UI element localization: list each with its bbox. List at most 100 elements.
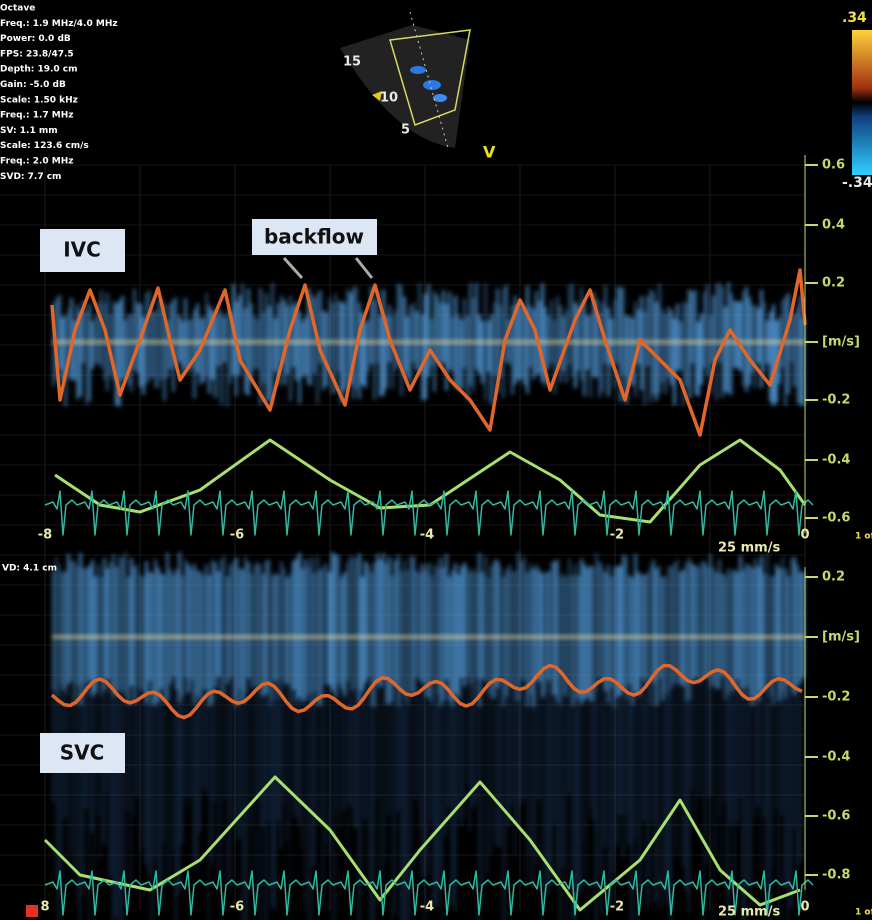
spectrum-tail: [289, 706, 291, 920]
spectrum-column: [568, 558, 571, 685]
spectrum-column: [640, 574, 643, 678]
spectrum-tail: [181, 695, 183, 844]
spectrum-tail: [556, 702, 558, 881]
setting-line: SVD: 7.7 cm: [0, 172, 61, 182]
spectrum-column: [496, 560, 499, 688]
spectrum-tail: [625, 700, 627, 816]
spectrum-tail: [448, 700, 450, 807]
spectrum-tail: [571, 705, 573, 920]
spectrum-tail: [82, 683, 84, 894]
spectrum-tail: [613, 706, 615, 873]
spectrum-column: [730, 293, 733, 396]
spectrum-column: [244, 556, 247, 694]
spectrum-column: [259, 288, 262, 405]
spectrum-tail: [655, 705, 657, 903]
spectrum-tail: [154, 705, 156, 860]
spectrum-tail: [649, 704, 651, 905]
velocity-tick-label: -0.2: [822, 690, 850, 705]
color-flow: [423, 80, 441, 90]
spectrum-column: [703, 291, 706, 368]
spectrum-tail: [757, 701, 759, 808]
spectrum-column: [130, 558, 133, 687]
spectrum-tail: [400, 692, 402, 920]
spectrum-tail: [559, 706, 561, 920]
spectrum-column: [145, 292, 148, 385]
color-box: [389, 29, 471, 126]
spectrum-tail: [244, 693, 246, 920]
spectrum-column: [364, 321, 367, 388]
spectrum-tail: [541, 697, 543, 920]
spectrum-tail: [286, 683, 288, 841]
spectrum-tail: [631, 704, 633, 920]
spectrum-tail: [724, 699, 726, 803]
spectrum-tail: [751, 705, 753, 904]
spectrum-tail: [283, 685, 285, 805]
spectrum-tail: [415, 677, 417, 801]
spectrum-column: [583, 300, 586, 397]
spectrum-tail: [493, 698, 495, 841]
spectrum-column: [787, 292, 790, 395]
spectrum-column: [364, 561, 367, 683]
spectrum-tail: [562, 696, 564, 868]
spectrum-column: [481, 572, 484, 680]
spectrum-column: [265, 293, 268, 402]
spectrum-tail: [676, 681, 678, 858]
spectrum-column: [556, 296, 559, 367]
spectrum-column: [466, 315, 469, 401]
spectrum-column: [301, 321, 304, 378]
spectrum-column: [541, 283, 544, 383]
spectrum-column: [625, 315, 628, 404]
spectrum-tail: [424, 696, 426, 920]
spectrum-column: [142, 316, 145, 395]
spectrum-tail: [622, 688, 624, 858]
spectrum-column: [157, 299, 160, 388]
spectrum-tail: [667, 697, 669, 905]
spectrum-column: [451, 570, 454, 707]
spectrum-tail: [391, 701, 393, 920]
spectrum-column: [574, 564, 577, 702]
spectrum-column: [334, 554, 337, 698]
spectrum-column: [454, 563, 457, 694]
spectrum-column: [739, 555, 742, 689]
spectrum-column: [502, 576, 505, 707]
spectrum-column: [211, 309, 214, 380]
spectrum-tail: [646, 679, 648, 907]
spectrum-column: [400, 285, 403, 396]
spectrum-tail: [124, 696, 126, 906]
spectrum-column: [124, 319, 127, 379]
spectrum-column: [256, 319, 259, 370]
spectrum-tail: [460, 677, 462, 828]
spectrum-column: [202, 575, 205, 689]
spectrum-column: [322, 310, 325, 390]
spectrum-tail: [589, 701, 591, 809]
spectrum-column: [373, 300, 376, 400]
spectrum-column: [478, 314, 481, 375]
spectrum-column: [325, 312, 328, 387]
spectrum-column: [592, 291, 595, 378]
time-tick-label: -4: [420, 900, 434, 915]
spectrum-tail: [94, 693, 96, 920]
spectrum-column: [286, 576, 289, 684]
spectrum-tail: [298, 697, 300, 827]
spectrum-tail: [700, 678, 702, 800]
spectrum-column: [712, 567, 715, 685]
spectrum-column: [691, 291, 694, 364]
spectrum-tail: [475, 678, 477, 803]
spectrum-tail: [265, 694, 267, 920]
spectrum-column: [784, 568, 787, 699]
spectrum-column: [472, 297, 475, 392]
spectrum-column: [445, 303, 448, 391]
spectrum-column: [343, 302, 346, 392]
spectrum-column: [790, 314, 793, 363]
spectrum-tail: [433, 680, 435, 908]
spectrum-column: [427, 563, 430, 698]
spectrum-column: [79, 552, 82, 705]
spectrum-column: [511, 305, 514, 395]
spectrum-tail: [79, 704, 81, 920]
spectrum-tail: [172, 677, 174, 851]
spectrum-tail: [226, 683, 228, 882]
spectrum-column: [121, 557, 124, 693]
spectrum-column: [550, 561, 553, 695]
color-flow: [433, 94, 447, 102]
spectrum-column: [67, 553, 70, 685]
